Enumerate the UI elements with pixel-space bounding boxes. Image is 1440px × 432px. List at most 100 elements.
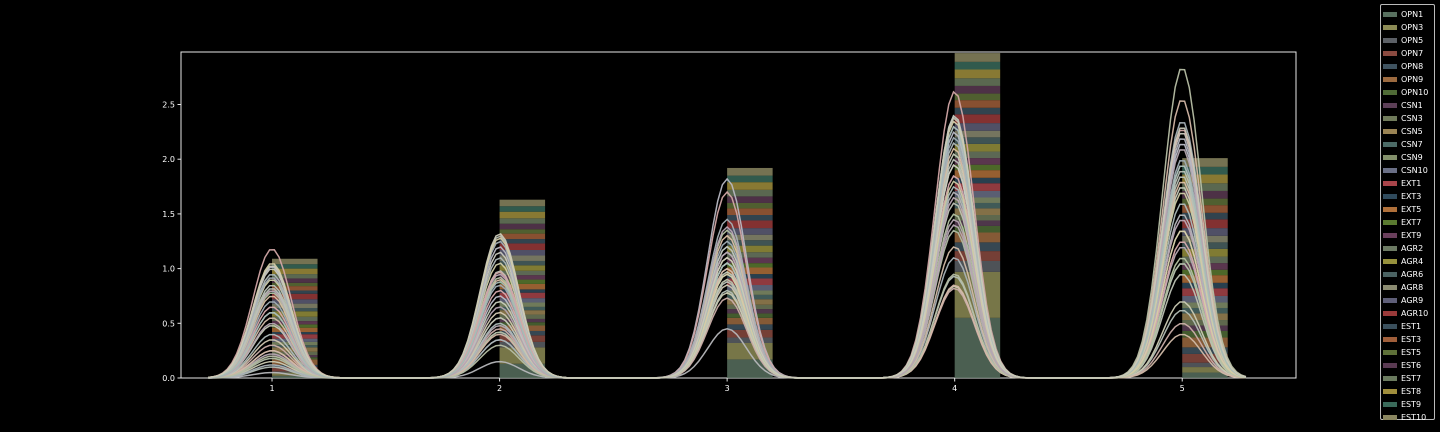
legend-swatch	[1383, 324, 1397, 329]
histogram-bar-est7	[727, 189, 773, 197]
legend-item: CSN5	[1383, 125, 1423, 138]
y-tick-label: 0.0	[162, 374, 175, 383]
kde-curve-est10	[208, 116, 1247, 379]
histogram-bar-est5	[954, 93, 1001, 101]
legend-swatch	[1383, 25, 1397, 30]
histogram-bar-opn1	[1182, 372, 1228, 378]
y-axis: 0.0 0.5 1.0 1.5 2.0 2.5	[162, 101, 181, 383]
legend-label: OPN10	[1401, 88, 1429, 97]
legend-label: CSN3	[1401, 114, 1423, 123]
legend-swatch	[1383, 155, 1397, 160]
histogram-bar-est6	[272, 278, 318, 283]
histogram-bar-est3	[1182, 205, 1228, 213]
legend-label: OPN3	[1401, 23, 1424, 32]
legend-swatch	[1383, 90, 1397, 95]
legend-label: OPN5	[1401, 36, 1424, 45]
histogram-bar-agr8	[727, 234, 773, 241]
histogram-bar-agr8	[272, 303, 318, 308]
histogram-bar-agr6	[272, 307, 318, 312]
legend-swatch	[1383, 207, 1397, 212]
legend-item: CSN10	[1383, 164, 1428, 177]
histogram-bar-csn7	[954, 202, 1001, 209]
histogram-bar-est9	[954, 61, 1001, 70]
legend-swatch	[1383, 116, 1397, 121]
histogram-bar-ext7	[499, 279, 546, 284]
histogram-bar-opn5	[727, 337, 773, 343]
legend-item: EST1	[1383, 320, 1421, 333]
legend-item: AGR4	[1383, 255, 1423, 268]
legend-label: EXT7	[1401, 218, 1422, 227]
histogram-bar-ext1	[499, 292, 546, 299]
histogram-bar-ext9	[954, 158, 1001, 165]
legend-item: EST5	[1383, 346, 1421, 359]
histogram-bar-csn5	[954, 208, 1001, 215]
legend-item: CSN9	[1383, 151, 1423, 164]
legend-swatch	[1383, 103, 1397, 108]
histogram-bar-csn3	[272, 351, 318, 356]
legend-swatch	[1383, 389, 1397, 394]
legend-label: CSN10	[1401, 166, 1428, 175]
legend-swatch	[1383, 129, 1397, 134]
histogram-bar-ext3	[954, 177, 1001, 184]
histogram-bar-ext5	[727, 267, 773, 275]
x-tick-label: 4	[952, 384, 957, 393]
legend-label: CSN5	[1401, 127, 1423, 136]
histogram-bar-agr9	[272, 299, 318, 304]
histogram-bar-est6	[954, 85, 1001, 94]
legend-label: EST5	[1401, 348, 1422, 357]
histogram-bar-agr8	[499, 255, 546, 261]
histogram-bar-est1	[499, 239, 546, 244]
histogram-bar-agr4	[727, 245, 773, 253]
histogram-bar-opn1	[727, 359, 773, 378]
legend-swatch	[1383, 64, 1397, 69]
legend-label: AGR10	[1401, 309, 1429, 318]
histogram-bar-est9	[1182, 166, 1228, 175]
histogram-bar-est3	[727, 208, 773, 215]
legend-item: AGR8	[1383, 281, 1423, 294]
legend-item: OPN9	[1383, 73, 1423, 86]
x-tick-label: 3	[725, 384, 730, 393]
histogram-bar-agr9	[727, 228, 773, 235]
histogram-bar-agr10	[499, 243, 546, 251]
legend-swatch	[1383, 337, 1397, 342]
legend-label: EST1	[1401, 322, 1422, 331]
legend-label: CSN1	[1401, 101, 1423, 110]
histogram-bar-est3	[272, 286, 318, 291]
legend-label: AGR9	[1401, 296, 1424, 305]
histogram-bar-csn10	[499, 298, 546, 303]
histogram-bar-ext5	[499, 283, 546, 290]
histogram-bar-est3	[954, 100, 1001, 108]
histogram-bar-est1	[727, 215, 773, 221]
legend-swatch	[1383, 415, 1397, 420]
legend-item: AGR9	[1383, 294, 1423, 307]
histogram-bar-est5	[1182, 198, 1228, 206]
legend-item: EXT5	[1383, 203, 1421, 216]
legend-item: EXT1	[1383, 177, 1421, 190]
histogram-bar-est7	[272, 274, 318, 279]
histogram-bar-est7	[1182, 183, 1228, 191]
histogram-bar-est10	[727, 167, 773, 176]
histogram-bar-est10	[499, 199, 546, 207]
histogram-bar-ext1	[954, 183, 1001, 191]
legend-swatch	[1383, 181, 1397, 186]
histogram-bar-est8	[1182, 174, 1228, 184]
legend-label: CSN7	[1401, 140, 1423, 149]
legend-item: OPN3	[1383, 21, 1423, 34]
legend-label: AGR8	[1401, 283, 1424, 292]
legend-swatch	[1383, 376, 1397, 381]
legend-swatch	[1383, 246, 1397, 251]
histogram-bar-est8	[954, 69, 1001, 79]
histogram-bar-ext9	[727, 257, 773, 264]
legend-swatch	[1383, 12, 1397, 17]
legend-label: AGR2	[1401, 244, 1424, 253]
histogram-bar-est9	[499, 206, 546, 212]
histogram-bar-est6	[1182, 190, 1228, 199]
legend-label: EXT3	[1401, 192, 1422, 201]
legend-label: EXT1	[1401, 179, 1422, 188]
histogram-bar-est5	[727, 202, 773, 209]
histogram-bar-csn3	[954, 215, 1001, 221]
histogram-bar-opn5	[1182, 362, 1228, 368]
histogram-bar-est10	[272, 258, 318, 265]
histogram-bar-ext5	[954, 170, 1001, 178]
histogram-bar-agr2	[954, 151, 1001, 159]
